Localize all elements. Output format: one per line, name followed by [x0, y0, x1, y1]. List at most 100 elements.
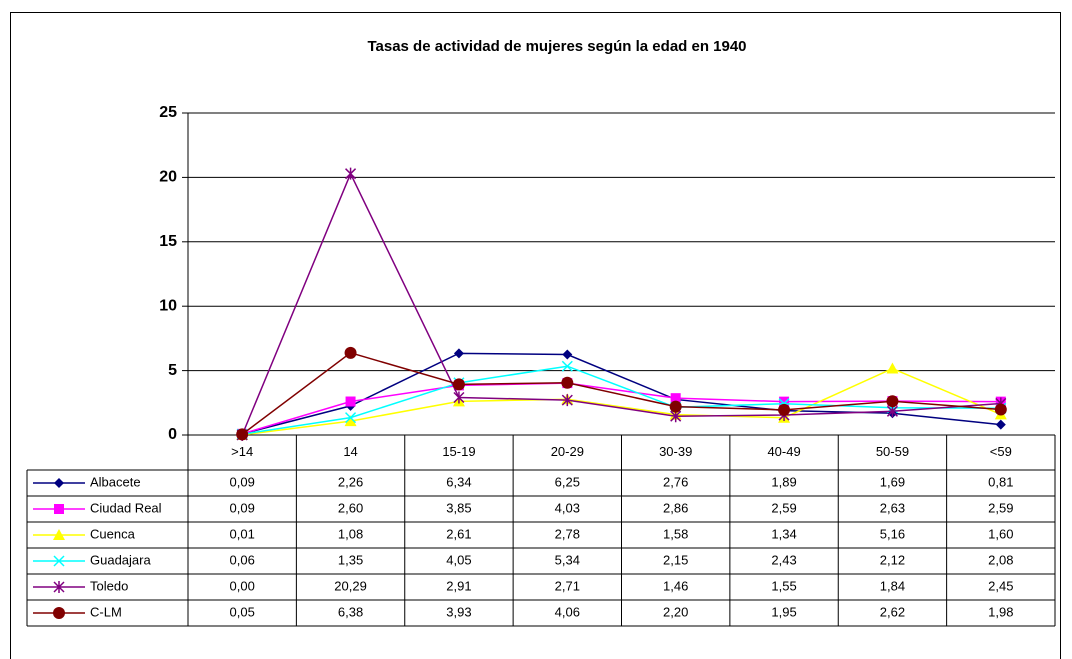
table-value: 2,62	[880, 604, 905, 619]
x-tick-label: >14	[231, 444, 253, 459]
table-value: 2,59	[771, 500, 796, 515]
table-value: 2,45	[988, 578, 1013, 593]
table-value: 5,34	[555, 552, 580, 567]
marker	[345, 412, 357, 424]
table-value: 1,69	[880, 474, 905, 489]
table-value: 1,55	[771, 578, 796, 593]
table-value: 6,38	[338, 604, 363, 619]
marker	[53, 529, 65, 540]
table-value: 5,16	[880, 526, 905, 541]
table-value: 1,35	[338, 552, 363, 567]
legend-label: Toledo	[90, 578, 128, 593]
table-value: 1,89	[771, 474, 796, 489]
table-value: 2,76	[663, 474, 688, 489]
marker	[345, 396, 356, 407]
y-tick-label: 15	[159, 233, 177, 250]
chart-border	[10, 12, 1061, 659]
marker	[561, 394, 573, 407]
table-value: 1,60	[988, 526, 1013, 541]
table-value: 1,98	[988, 604, 1013, 619]
series-line	[241, 382, 1001, 435]
y-tick-label: 10	[159, 297, 177, 314]
table-value: 0,01	[230, 526, 255, 541]
marker	[53, 607, 65, 619]
table-value: 20,29	[334, 578, 367, 593]
table-value: 2,43	[771, 552, 796, 567]
table-value: 2,12	[880, 552, 905, 567]
table-value: 2,78	[555, 526, 580, 541]
x-tick-label: 30-39	[659, 444, 692, 459]
series-line	[242, 367, 1002, 436]
table-value: 2,63	[880, 500, 905, 515]
table-value: 0,81	[988, 474, 1013, 489]
marker	[453, 391, 465, 404]
marker	[670, 393, 681, 404]
marker	[561, 376, 574, 389]
table-value: 1,46	[663, 578, 688, 593]
y-tick-label: 0	[168, 426, 177, 443]
table-value: 6,25	[555, 474, 580, 489]
table-value: 2,26	[338, 474, 363, 489]
x-tick-label: <59	[990, 444, 1012, 459]
table-value: 1,84	[880, 578, 905, 593]
table-value: 6,34	[446, 474, 471, 489]
series-line	[241, 171, 1001, 436]
table-value: 3,85	[446, 500, 471, 515]
table-value: 0,05	[230, 604, 255, 619]
legend-label: Guadajara	[90, 552, 151, 567]
legend-label: Albacete	[90, 474, 141, 489]
x-tick-label: 14	[343, 444, 357, 459]
table-value: 0,09	[230, 474, 255, 489]
marker	[344, 415, 357, 427]
table-value: 2,91	[446, 578, 471, 593]
table-value: 2,15	[663, 552, 688, 567]
table-value: 1,34	[771, 526, 796, 541]
table-value: 2,61	[446, 526, 471, 541]
marker	[669, 400, 682, 413]
table-value: 1,08	[338, 526, 363, 541]
series-line	[241, 352, 1001, 435]
table-value: 2,08	[988, 552, 1013, 567]
marker	[886, 362, 899, 374]
marker	[345, 167, 357, 180]
marker	[886, 395, 899, 408]
x-tick-label: 20-29	[551, 444, 584, 459]
table-value: 4,03	[555, 500, 580, 515]
table-value: 0,09	[230, 500, 255, 515]
series-line	[242, 352, 1001, 435]
legend-label: Cuenca	[90, 526, 136, 541]
table-value: 0,06	[230, 552, 255, 567]
table-value: 3,93	[446, 604, 471, 619]
x-tick-label: 40-49	[767, 444, 800, 459]
table-value: 1,58	[663, 526, 688, 541]
table-value: 4,05	[446, 552, 471, 567]
x-tick-label: 15-19	[442, 444, 475, 459]
y-tick-label: 5	[168, 362, 177, 379]
legend-label: Ciudad Real	[90, 500, 162, 515]
table-value: 0,00	[230, 578, 255, 593]
marker	[779, 396, 790, 407]
table-value: 2,86	[663, 500, 688, 515]
marker	[994, 403, 1007, 416]
marker	[344, 346, 357, 359]
y-tick-label: 25	[159, 104, 177, 121]
x-tick-label: 50-59	[876, 444, 909, 459]
marker	[561, 360, 573, 372]
chart-title: Tasas de actividad de mujeres según la e…	[367, 38, 746, 55]
series-line	[242, 365, 1001, 435]
table-value: 4,06	[555, 604, 580, 619]
marker	[562, 349, 573, 360]
marker	[236, 428, 249, 441]
marker	[453, 348, 464, 359]
marker	[54, 478, 64, 488]
table-value: 1,95	[771, 604, 796, 619]
marker	[778, 403, 791, 416]
table-value: 2,59	[988, 500, 1013, 515]
marker	[53, 581, 65, 593]
legend-label: C-LM	[90, 604, 122, 619]
marker	[452, 378, 465, 391]
table-value: 2,20	[663, 604, 688, 619]
table-value: 2,60	[338, 500, 363, 515]
marker	[54, 504, 64, 514]
table-value: 2,71	[555, 578, 580, 593]
